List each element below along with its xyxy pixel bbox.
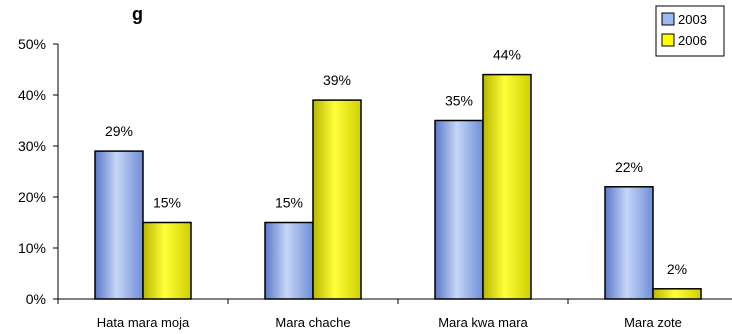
data-label: 39%: [323, 72, 351, 88]
data-label: 2%: [667, 261, 687, 277]
bars: [94, 73, 702, 300]
y-tick-label: 10%: [18, 240, 46, 256]
data-label: 15%: [275, 195, 303, 211]
data-labels: 29% 15% 35% 22% 15% 39% 44% 2%: [105, 47, 687, 277]
y-tick-label: 30%: [18, 138, 46, 154]
legend: 2003 2006: [655, 5, 725, 57]
bar-2006-1: [312, 99, 362, 300]
y-tick-label: 50%: [18, 36, 46, 52]
bar-2003-0: [94, 150, 144, 300]
bar-2006-0: [142, 221, 192, 300]
x-axis: Hata mara moja Mara chache Mara kwa mara Ma…: [57, 298, 732, 330]
x-category-label: Hata mara moja: [97, 315, 190, 330]
bar-2003-2: [434, 119, 484, 300]
bar-2006-2: [482, 73, 532, 300]
bar-2003-1: [264, 221, 314, 300]
data-label: 44%: [493, 47, 521, 63]
data-label: 22%: [615, 159, 643, 175]
y-tick-label: 20%: [18, 189, 46, 205]
chart-title: g: [132, 4, 143, 24]
x-category-label: Mara zote: [624, 315, 682, 330]
bar-2003-3: [604, 186, 654, 300]
data-label: 29%: [105, 123, 133, 139]
legend-label-2003: 2003: [678, 12, 707, 27]
bar-2006-3: [652, 288, 702, 300]
legend-label-2006: 2006: [678, 33, 707, 48]
y-tick-label: 40%: [18, 87, 46, 103]
data-label: 35%: [445, 93, 473, 109]
x-category-label: Mara kwa mara: [438, 315, 528, 330]
y-tick-label: 0%: [26, 291, 46, 307]
data-label: 15%: [153, 195, 181, 211]
legend-swatch-2003: [661, 12, 675, 26]
y-axis: 0% 10% 20% 30% 40% 50%: [18, 36, 59, 307]
legend-swatch-2006: [661, 33, 675, 47]
x-category-label: Mara chache: [275, 315, 350, 330]
